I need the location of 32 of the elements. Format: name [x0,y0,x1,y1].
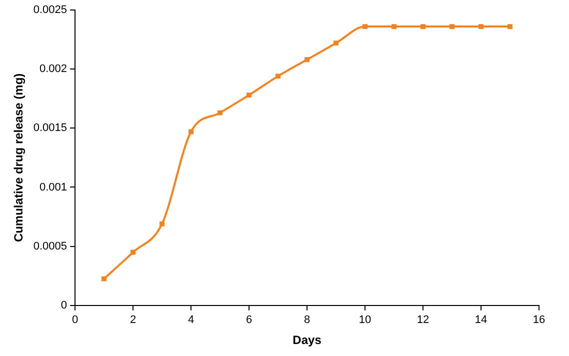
x-tick-label: 16 [532,314,546,326]
point [478,24,484,30]
point [508,24,512,30]
point [160,221,165,226]
y-tick-label: 0 [60,299,68,312]
point [218,110,223,116]
x-axis-title: Days [292,333,322,348]
x-tick-label: 10 [358,314,372,326]
point [420,24,426,30]
point [392,24,396,30]
point [130,250,136,255]
x-tick-label: 14 [474,314,488,326]
x-tick-label: 6 [246,314,252,326]
x-tick-label: 4 [188,314,194,326]
x-tick-label: 8 [304,314,310,326]
x-tick-label: 2 [130,314,136,326]
y-tick-label: 0.0005 [33,240,68,252]
point [276,74,280,79]
x-tick-label: 0 [72,314,78,326]
x-tick-label: 12 [416,314,430,326]
y-axis-title: Cumulative drug release (mg) [12,73,26,242]
point [450,24,454,30]
y-tick-label: 0.0025 [33,4,68,16]
point [246,92,252,98]
point [334,40,338,46]
y-tick-label: 0.0015 [33,122,68,134]
y-tick-label: 0.002 [40,63,68,76]
point [304,57,310,62]
point [362,24,368,30]
point [102,276,107,282]
y-tick-label: 0.001 [40,181,68,194]
point [188,129,194,134]
